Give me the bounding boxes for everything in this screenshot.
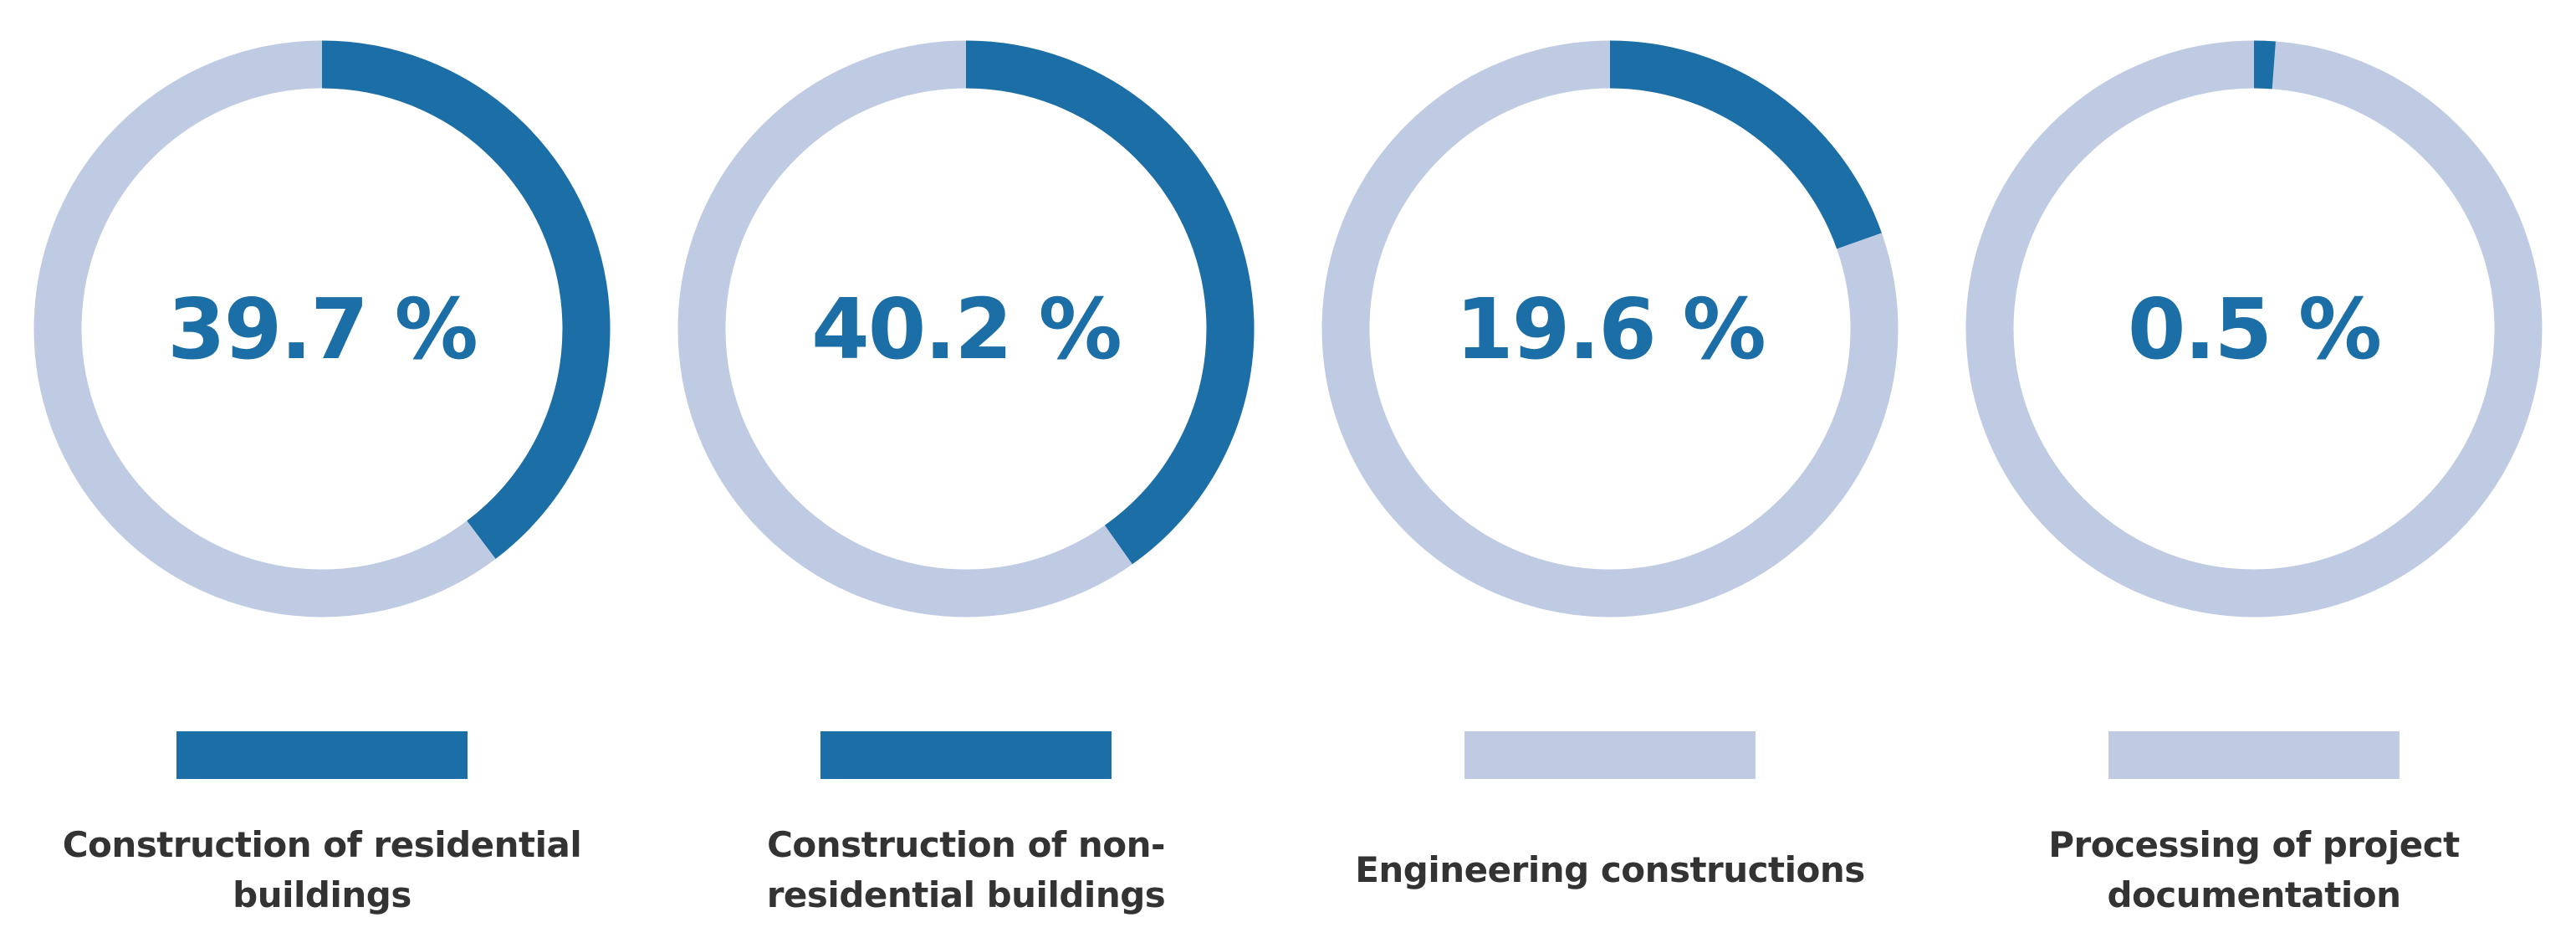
donut-chart-documentation: 0.5 %	[1965, 40, 2543, 617]
legend-swatch	[176, 731, 468, 779]
donut-value-arc	[677, 40, 1255, 617]
legend-swatch	[820, 731, 1112, 779]
percent-value: 40.2 %	[811, 279, 1122, 378]
donut-ring	[1965, 40, 2543, 617]
donut-column-residential: 39.7 % Construction of residential build…	[0, 0, 644, 925]
category-label: Processing of project documentation	[2048, 824, 2460, 915]
donut-chart-engineering: 19.6 %	[1321, 40, 1899, 617]
donut-value-arc	[1965, 40, 2543, 617]
donut-column-documentation: 0.5 % Processing of project documentatio…	[1932, 0, 2576, 925]
donut-column-non-residential: 40.2 % Construction of non-residential b…	[644, 0, 1288, 925]
percent-value: 39.7 %	[167, 279, 478, 378]
donut-chart-residential: 39.7 %	[33, 40, 611, 617]
percent-value: 0.5 %	[2127, 279, 2382, 378]
donut-ring	[33, 40, 611, 617]
category-label: Construction of non-residential building…	[766, 824, 1166, 915]
legend-swatch	[2108, 731, 2400, 779]
donut-value-arc	[33, 40, 611, 617]
donut-ring	[1321, 40, 1899, 617]
percent-value: 19.6 %	[1455, 279, 1766, 378]
legend-swatch	[1464, 731, 1756, 779]
donut-column-engineering: 19.6 % Engineering constructions	[1288, 0, 1932, 925]
category-label: Construction of residential buildings	[62, 824, 582, 915]
donut-ring	[677, 40, 1255, 617]
category-label: Engineering constructions	[1355, 849, 1865, 890]
donut-charts-row: 39.7 % Construction of residential build…	[0, 0, 2576, 925]
donut-value-arc	[1321, 40, 1899, 617]
donut-chart-non-residential: 40.2 %	[677, 40, 1255, 617]
